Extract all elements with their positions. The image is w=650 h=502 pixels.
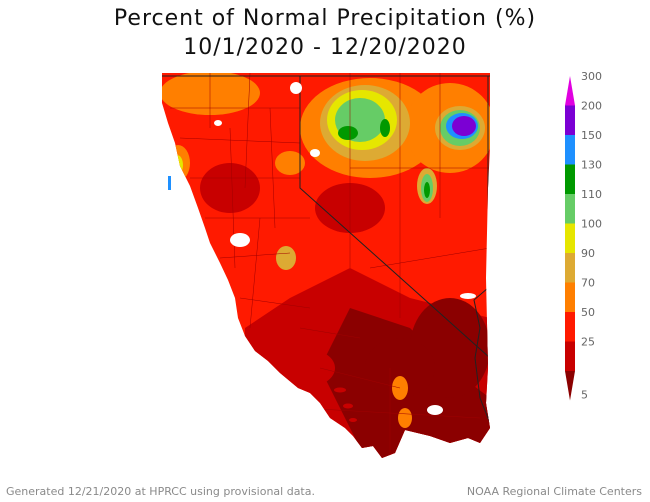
- legend-swatch: [565, 282, 575, 312]
- channel-islands: [309, 383, 357, 422]
- coast-marker: [168, 176, 171, 190]
- generated-note: Generated 12/21/2020 at HPRCC using prov…: [6, 485, 315, 498]
- legend-label: 200: [581, 100, 602, 113]
- legend-swatch: [565, 371, 575, 401]
- legend-swatch: [565, 164, 575, 194]
- legend-label: 90: [581, 247, 595, 260]
- map-title: Percent of Normal Precipitation (%): [113, 6, 537, 31]
- lakes: [214, 82, 476, 415]
- legend-swatch: [565, 312, 575, 342]
- map-date-range: 10/1/2020 - 12/20/2020: [183, 35, 467, 60]
- county-lines: [170, 73, 490, 458]
- legend-swatch: [565, 223, 575, 253]
- legend-swatch: [565, 76, 575, 106]
- legend-label: 5: [581, 389, 588, 402]
- legend-swatch: [565, 135, 575, 165]
- legend-label: 25: [581, 336, 595, 349]
- precip-fill-layer: [162, 73, 490, 458]
- legend-swatch: [565, 105, 575, 135]
- source-credit: NOAA Regional Climate Centers: [466, 485, 642, 498]
- legend-label: 130: [581, 159, 602, 172]
- legend-swatch: [565, 194, 575, 224]
- legend-label: 150: [581, 129, 602, 142]
- legend-swatch: [565, 341, 575, 371]
- color-legend: 300 200 150 130 110 100 90 70 50 25 5: [565, 70, 602, 402]
- legend-label: 50: [581, 306, 595, 319]
- legend-label: 70: [581, 277, 595, 290]
- legend-label: 100: [581, 218, 602, 231]
- legend-label: 300: [581, 70, 602, 83]
- legend-label: 110: [581, 188, 602, 201]
- precipitation-map: [162, 73, 490, 458]
- legend-swatch: [565, 253, 575, 283]
